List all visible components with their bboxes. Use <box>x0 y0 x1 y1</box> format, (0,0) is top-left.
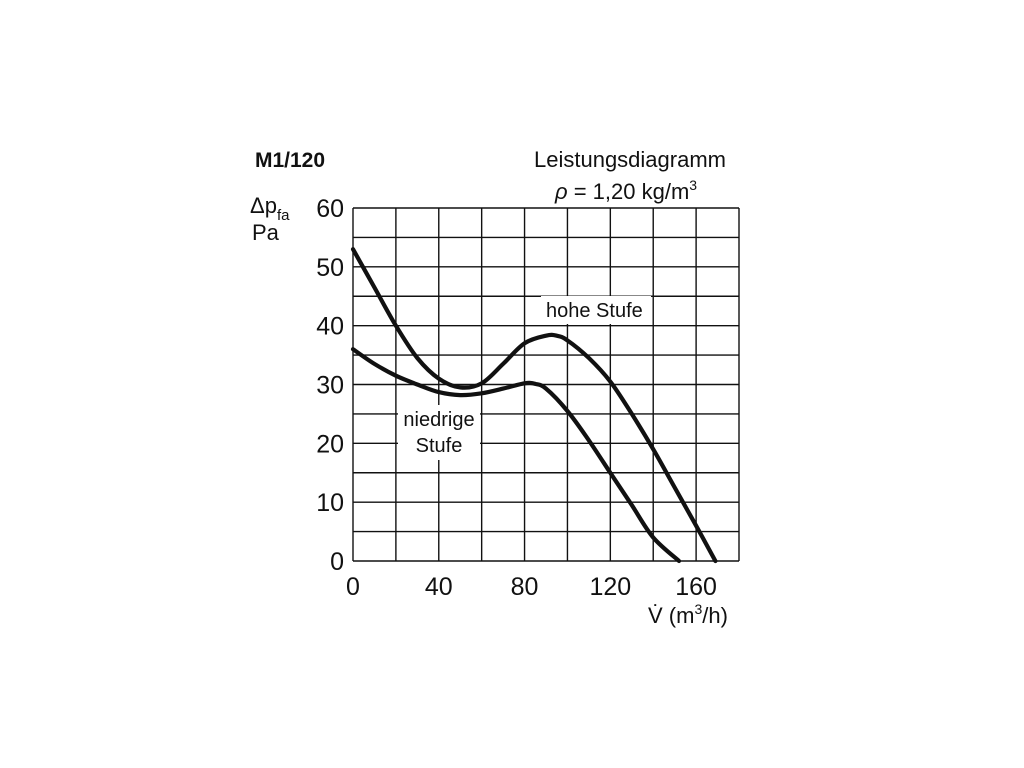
y-axis-symbol: Δp <box>250 193 277 218</box>
density-symbol: ρ <box>554 179 568 204</box>
model-title: M1/120 <box>255 149 325 172</box>
y-axis-label: Δpfa <box>250 193 290 224</box>
density-note: ρ = 1,20 kg/m3 <box>554 177 697 204</box>
tick-labels: 0 40 80 120 160 0 10 20 30 40 50 60 <box>316 195 717 601</box>
x-axis-label: V̇ (m3/h) <box>648 601 728 628</box>
niedrige-stufe-label-bg <box>398 405 480 460</box>
density-value: = 1,20 kg/m <box>568 179 690 204</box>
hohe-stufe-label-bg <box>541 296 651 324</box>
x-tick-label: 160 <box>675 573 717 601</box>
y-tick-label: 60 <box>316 195 344 223</box>
y-axis-unit: Pa <box>252 220 280 245</box>
y-tick-label: 30 <box>316 372 344 400</box>
y-tick-label: 20 <box>316 430 344 458</box>
y-tick-label: 50 <box>316 254 344 282</box>
series-label-hohe-stufe: hohe Stufe <box>546 300 643 322</box>
x-tick-label: 40 <box>425 573 453 601</box>
series-labels: hohe Stufe niedrige Stufe <box>398 296 651 460</box>
density-superscript: 3 <box>689 177 697 193</box>
x-axis-superscript: 3 <box>694 601 702 617</box>
y-tick-label: 40 <box>316 313 344 341</box>
chart-title: Leistungsdiagramm <box>534 147 726 172</box>
series-layer <box>350 247 718 564</box>
series-label-niedrige-stufe-line2: Stufe <box>416 435 463 457</box>
grid <box>352 207 740 562</box>
x-tick-label: 0 <box>346 573 360 601</box>
series-line-hohe-stufe <box>350 247 718 564</box>
series-line-niedrige-stufe <box>350 347 682 564</box>
x-tick-label: 120 <box>589 573 631 601</box>
x-axis-unit-end: /h) <box>702 603 728 628</box>
x-tick-label: 80 <box>511 573 539 601</box>
y-tick-label: 0 <box>330 548 344 576</box>
y-axis-subscript: fa <box>277 207 290 224</box>
series-label-niedrige-stufe-line1: niedrige <box>403 409 474 431</box>
y-tick-label: 10 <box>316 489 344 517</box>
x-axis-main: V̇ (m <box>648 603 694 628</box>
